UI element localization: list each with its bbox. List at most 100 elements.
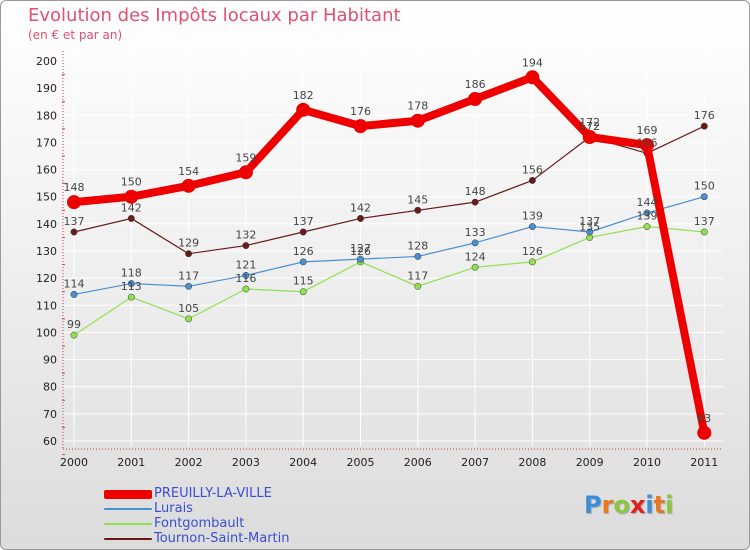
data-label-fontgombault: 113 [121,280,142,293]
data-point-tournon-saint-martin [70,228,78,236]
x-tick-label: 2003 [232,456,260,469]
data-point-tournon-saint-martin [357,214,364,222]
data-label-tournon-saint-martin: 142 [350,201,371,214]
data-label-lurais: 133 [465,226,486,239]
x-tick-label: 2001 [117,456,145,469]
data-label-tournon-saint-martin: 172 [579,120,600,133]
legend-label-lurais: Lurais [154,501,193,516]
data-label-fontgombault: 117 [407,269,428,282]
data-label-fontgombault: 99 [67,318,81,331]
data-label-preuilly-la-ville: 150 [121,176,142,189]
logo-letter: i [645,491,654,519]
series-line-fontgombault [73,225,705,336]
logo-letter: o [613,491,630,519]
data-point-fontgombault [700,228,708,236]
y-tick-label: 60 [43,435,57,448]
legend-label-fontgombault: Fontgombault [154,516,245,531]
legend-label-preuilly: PREUILLY-LA-VILLE [154,486,272,501]
grid-layer [63,53,723,446]
data-label-lurais: 127 [350,242,371,255]
data-label-tournon-saint-martin: 148 [465,185,486,198]
data-label-fontgombault: 115 [293,275,314,288]
data-point-preuilly-la-ville [697,425,712,440]
data-label-lurais: 150 [694,180,715,193]
data-label-fontgombault: 124 [465,250,486,263]
data-point-preuilly-la-ville [296,102,311,117]
data-point-tournon-saint-martin [242,242,250,250]
data-point-lurais [185,282,193,290]
data-label-preuilly-la-ville: 194 [522,56,543,69]
y-tick-label: 140 [36,218,57,231]
y-tick-label: 190 [36,82,57,95]
data-label-tournon-saint-martin: 156 [522,163,543,176]
data-point-preuilly-la-ville [525,70,540,85]
data-point-lurais [700,193,708,201]
data-label-lurais: 128 [407,239,428,252]
data-label-preuilly-la-ville: 178 [407,100,428,113]
data-label-tournon-saint-martin: 176 [694,109,715,122]
series-line-lurais [73,196,705,296]
data-point-lurais [299,258,307,266]
data-point-preuilly-la-ville [582,130,597,144]
data-label-preuilly-la-ville: 176 [350,105,371,118]
data-label-fontgombault: 139 [637,210,658,223]
data-label-tournon-saint-martin: 142 [121,201,142,214]
legend-swatch-fontgombault [104,523,152,525]
data-point-lurais [471,239,479,247]
x-tick-label: 2010 [633,456,661,469]
series-layer [67,70,712,440]
data-label-preuilly-la-ville: 148 [64,181,85,194]
data-label-tournon-saint-martin: 132 [235,229,256,242]
x-tick-label: 2009 [576,456,604,469]
x-tick-label: 2007 [461,456,489,469]
data-label-tournon-saint-martin: 145 [407,193,428,206]
y-tick-label: 70 [43,408,57,421]
data-point-fontgombault [299,288,307,296]
data-point-lurais [242,271,250,279]
chart-title: Evolution des Impôts locaux par Habitant [28,5,401,26]
data-label-lurais: 144 [637,196,658,209]
data-label-lurais: 121 [235,258,256,271]
x-tick-label: 2011 [690,456,718,469]
data-label-preuilly-la-ville: 182 [293,89,314,102]
data-label-fontgombault: 135 [579,220,600,233]
proxiti-logo: Proxiti [584,491,673,519]
data-point-fontgombault [528,258,536,266]
logo-letter: t [653,491,666,519]
data-point-preuilly-la-ville [67,195,81,210]
data-point-lurais [357,255,364,263]
data-label-lurais: 114 [64,277,85,290]
data-label-tournon-saint-martin: 137 [293,215,314,228]
data-point-fontgombault [242,285,250,293]
y-tick-label: 150 [36,191,57,204]
data-point-lurais [528,223,536,231]
data-point-fontgombault [127,293,135,301]
data-label-tournon-saint-martin: 166 [637,136,658,149]
data-label-preuilly-la-ville: 169 [637,124,658,137]
x-tick-label: 2006 [404,456,432,469]
data-label-preuilly-la-ville: 63 [697,412,711,425]
data-point-fontgombault [185,315,193,323]
axis-layer: 60 70 80 90 100 110 120 130 140 150 160 170 180 190 20… [36,51,723,469]
data-point-preuilly-la-ville [410,113,425,128]
data-point-tournon-saint-martin [471,198,479,206]
x-tick-label: 2004 [289,456,317,469]
data-label-fontgombault: 126 [522,245,543,258]
data-label-tournon-saint-martin: 129 [178,237,199,250]
data-label-lurais: 117 [178,269,199,282]
chart-subtitle: (en € et par an) [28,28,123,42]
y-tick-label: 110 [36,299,57,312]
series-line-preuilly-la-ville [70,73,709,437]
y-tick-label: 100 [36,326,57,339]
x-tick-label: 2008 [518,456,546,469]
y-tick-label: 160 [36,164,57,177]
data-label-lurais: 118 [121,267,142,280]
data-point-lurais [70,290,78,298]
data-label-preuilly-la-ville: 154 [178,165,199,178]
data-label-preuilly-la-ville: 172 [579,116,600,129]
y-tick-label: 80 [43,381,57,394]
x-tick-label: 2005 [347,456,375,469]
y-tick-label: 180 [36,109,57,122]
legend-swatch-tournon [104,538,152,540]
